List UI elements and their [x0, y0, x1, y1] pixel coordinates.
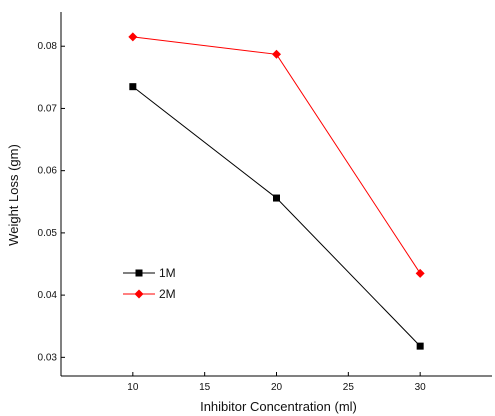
legend-marker: [134, 289, 144, 299]
data-point: [416, 342, 424, 350]
data-point: [128, 32, 138, 42]
y-tick-label: 0.08: [38, 41, 58, 52]
axes: [60, 12, 492, 377]
y-tick-label: 0.05: [38, 228, 58, 239]
series-line: [132, 36, 421, 274]
y-tick-label: 0.06: [38, 166, 58, 177]
data-point: [273, 194, 280, 202]
x-tick-label: 30: [415, 382, 427, 393]
legend-label: 2M: [159, 287, 176, 301]
x-axis-ticks: 10 15 20 25 30: [127, 372, 426, 393]
series-layer: [128, 32, 425, 350]
legend-label: 1M: [159, 266, 176, 280]
legend-item-1M: 1M: [123, 266, 176, 280]
x-axis-title: Inhibitor Concentration (ml): [200, 399, 357, 414]
x-tick-label: 15: [199, 382, 211, 393]
legend: 1M 2M: [123, 266, 176, 301]
series-line: [132, 86, 421, 347]
y-tick-label: 0.03: [38, 352, 58, 363]
x-tick-label: 25: [343, 382, 355, 393]
y-tick-label: 0.04: [38, 290, 58, 301]
y-axis-title: Weight Loss (gm): [6, 144, 21, 246]
data-point: [415, 268, 425, 278]
x-tick-label: 10: [127, 382, 139, 393]
legend-marker: [135, 269, 143, 277]
legend-item-2M: 2M: [123, 287, 176, 301]
series-1M: [129, 83, 424, 350]
y-axis-ticks: 0.03 0.04 0.05 0.06 0.07 0.08: [38, 41, 65, 363]
data-point: [272, 49, 281, 59]
data-point: [129, 83, 137, 91]
series-2M: [128, 32, 425, 278]
y-tick-label: 0.07: [38, 103, 58, 114]
x-tick-label: 20: [271, 382, 283, 393]
